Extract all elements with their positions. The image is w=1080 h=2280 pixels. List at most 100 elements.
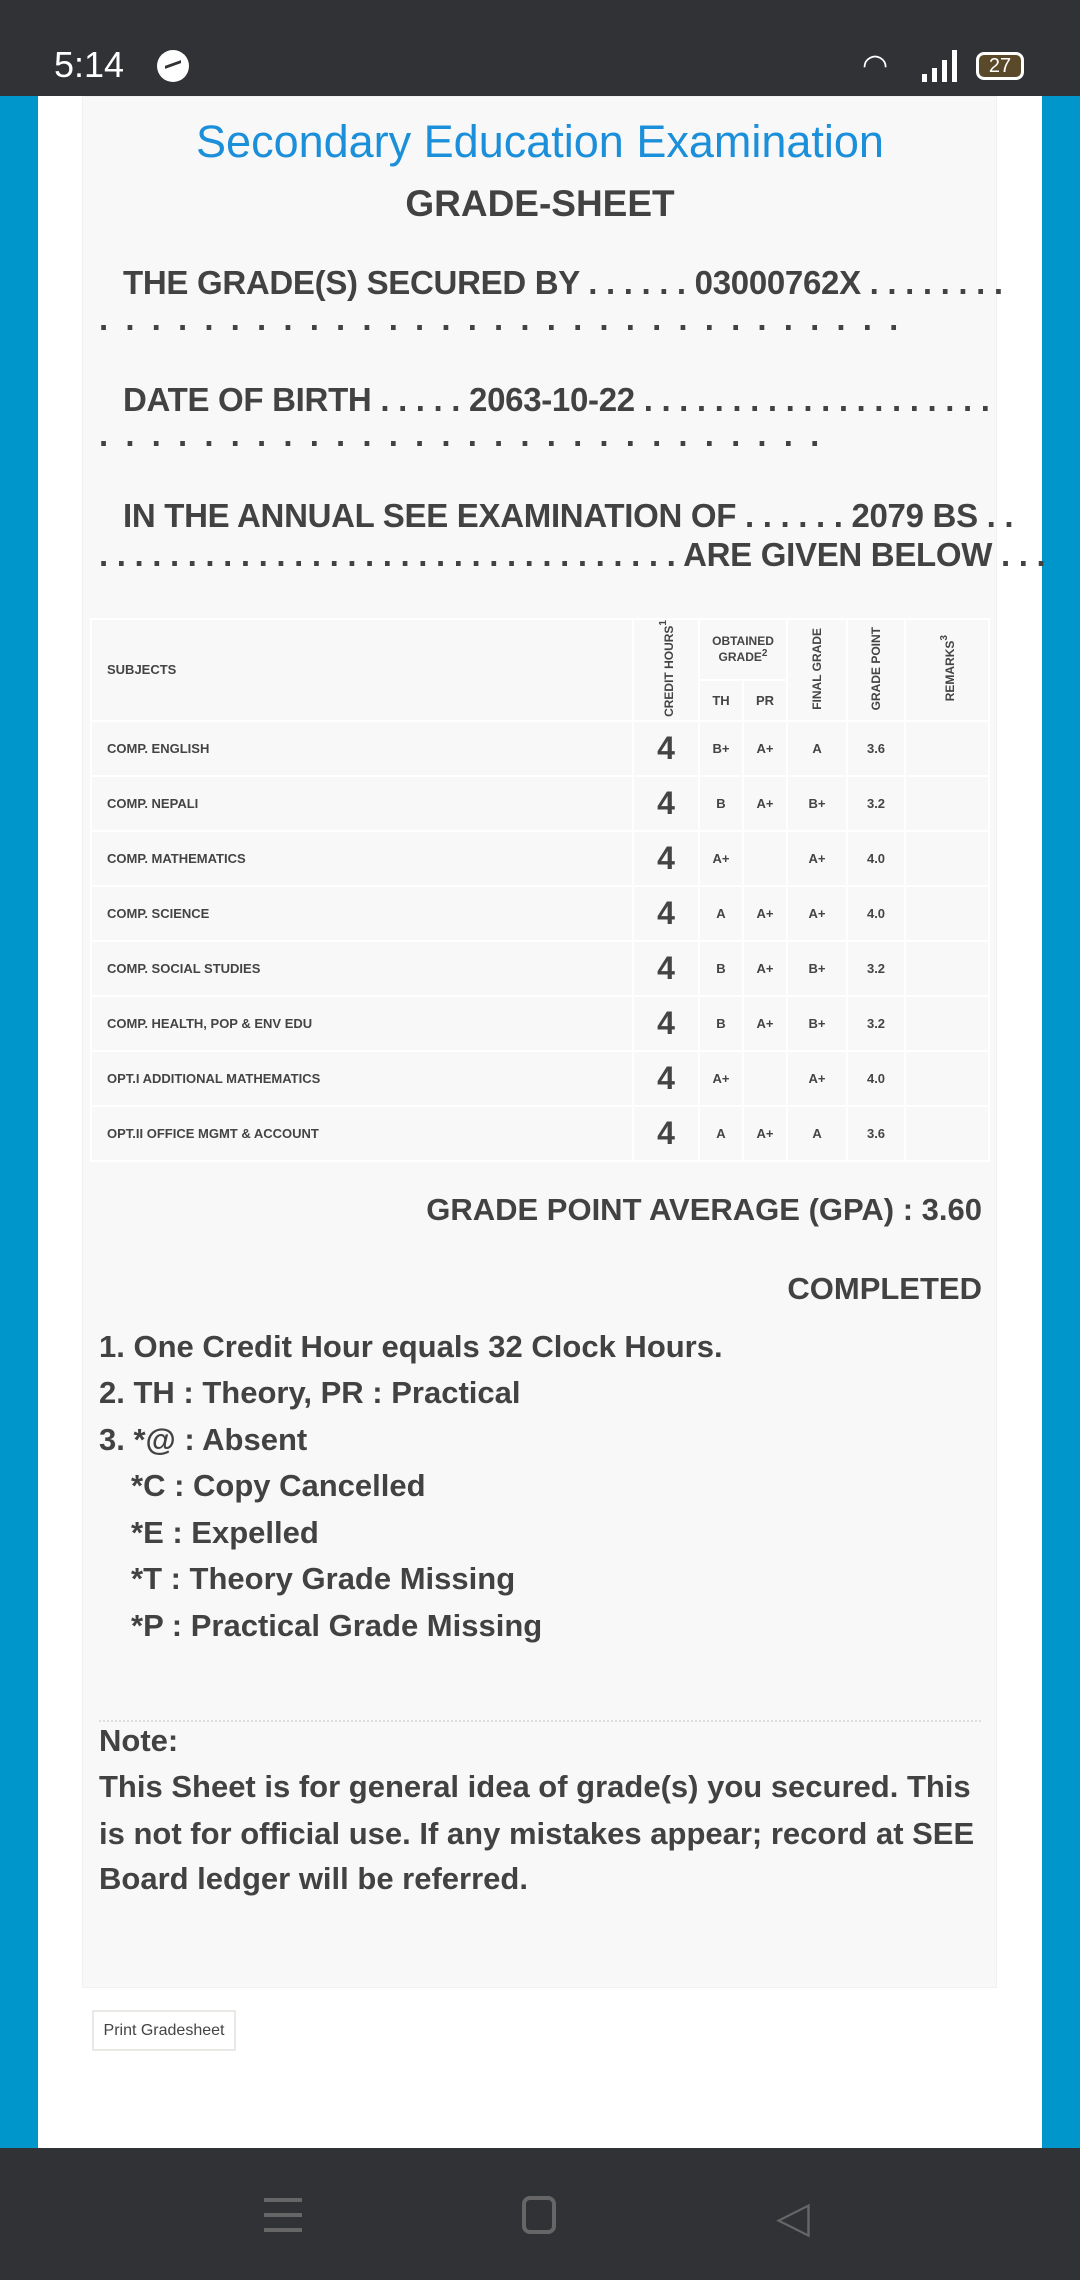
final-grade-cell: A+ [786,1049,849,1107]
header-th: TH [698,678,744,722]
grade-point-cell: 4.0 [846,829,907,887]
header-remarks: REMARKS3 [904,618,991,722]
table-row: COMP. ENGLISH 4 B+ A+ A 3.6 [90,719,991,777]
grade-point-cell: 3.2 [846,994,907,1052]
home-button[interactable] [522,2196,556,2234]
final-grade-cell: B+ [786,939,849,997]
credit-cell: 4 [632,1049,700,1107]
pr-grade-cell: A+ [741,939,789,997]
th-grade-cell: B [698,774,744,832]
remarks-cell [904,774,991,832]
pr-grade-cell: A+ [741,774,789,832]
messenger-icon [157,50,189,82]
grade-point-cell: 3.2 [846,939,907,997]
header-pr: PR [741,678,789,722]
header-grade-point: GRADE POINT [846,618,907,722]
subject-cell: COMP. SOCIAL STUDIES [90,939,634,997]
th-grade-cell: B [698,939,744,997]
subject-cell: OPT.I ADDITIONAL MATHEMATICS [90,1049,634,1107]
note-text: is not for official use. If any mistakes… [99,1816,975,1851]
result-status: COMPLETED [787,1271,982,1306]
subject-cell: OPT.II OFFICE MGMT & ACCOUNT [90,1104,634,1162]
grade-point-cell: 4.0 [846,884,907,942]
final-grade-cell: B+ [786,994,849,1052]
wifi-icon: ◠ [862,49,889,82]
secured-by-line: THE GRADE(S) SECURED BY . . . . . . 0300… [123,264,1003,301]
grade-point-cell: 3.6 [846,1104,907,1162]
table-row: OPT.II OFFICE MGMT & ACCOUNT 4 A A+ A 3.6 [90,1104,991,1162]
grade-point-cell: 3.6 [846,719,907,777]
dotted-line: . . . . . . . . . . . . . . . . . . . . … [99,300,899,337]
divider [99,1720,981,1722]
recent-apps-button[interactable] [264,2198,302,2232]
remarks-cell [904,884,991,942]
dob-value: 2063-10-22 [469,381,635,418]
subject-cell: COMP. MATHEMATICS [90,829,634,887]
remarks-cell [904,719,991,777]
final-grade-cell: A [786,719,849,777]
symbol-number: 03000762X [694,264,861,301]
navigation-bar: ◁ [0,2148,1080,2280]
remarks-cell [904,1049,991,1107]
th-grade-cell: A [698,884,744,942]
th-grade-cell: B+ [698,719,744,777]
page-subtitle: GRADE-SHEET [405,183,675,224]
footnote: *P : Practical Grade Missing [131,1608,543,1643]
header-obtained-grade: OBTAINED GRADE2 [697,618,789,681]
pr-grade-cell: A+ [741,1104,789,1162]
remarks-cell [904,1104,991,1162]
credit-cell: 4 [632,1104,700,1162]
header-subjects: SUBJECTS [90,618,634,722]
back-button[interactable]: ◁ [776,2193,810,2242]
subject-cell: COMP. SCIENCE [90,884,634,942]
status-bar: 5:14 ◠ 27 [0,0,1080,96]
footnote: *E : Expelled [131,1515,319,1550]
note-text: Board ledger will be referred. [99,1861,528,1896]
signal-icon [922,50,958,82]
credit-cell: 4 [632,829,700,887]
subject-cell: COMP. NEPALI [90,774,634,832]
dob-line: DATE OF BIRTH . . . . . 2063-10-22 . . .… [123,381,990,418]
header-credit-hours: CREDIT HOURS1 [632,618,700,722]
grades-table: SUBJECTS CREDIT HOURS1 OBTAINED GRADE2 F… [90,618,991,1162]
final-grade-cell: B+ [786,774,849,832]
footnote: *C : Copy Cancelled [131,1468,426,1503]
pr-grade-cell [741,1049,789,1107]
gpa: GRADE POINT AVERAGE (GPA) : 3.60 [426,1192,982,1227]
remarks-cell [904,939,991,997]
footnote: 1. One Credit Hour equals 32 Clock Hours… [99,1329,723,1364]
table-row: OPT.I ADDITIONAL MATHEMATICS 4 A+ A+ 4.0 [90,1049,991,1107]
table-row: COMP. HEALTH, POP & ENV EDU 4 B A+ B+ 3.2 [90,994,991,1052]
exam-year: 2079 BS [851,497,978,534]
remarks-cell [904,994,991,1052]
footnote: 3. *@ : Absent [99,1422,308,1457]
pr-grade-cell: A+ [741,719,789,777]
credit-cell: 4 [632,719,700,777]
final-grade-cell: A [786,1104,849,1162]
credit-cell: 4 [632,884,700,942]
footnote: *T : Theory Grade Missing [131,1561,516,1596]
table-row: COMP. NEPALI 4 B A+ B+ 3.2 [90,774,991,832]
footnote: 2. TH : Theory, PR : Practical [99,1375,521,1410]
pr-grade-cell [741,829,789,887]
th-grade-cell: A+ [698,1049,744,1107]
final-grade-cell: A+ [786,829,849,887]
subject-cell: COMP. ENGLISH [90,719,634,777]
exam-line: IN THE ANNUAL SEE EXAMINATION OF . . . .… [123,497,1014,534]
th-grade-cell: B [698,994,744,1052]
print-gradesheet-button[interactable]: Print Gradesheet [92,2010,236,2051]
page-title: Secondary Education Examination [196,116,884,167]
note-heading: Note: [99,1723,179,1758]
subject-cell: COMP. HEALTH, POP & ENV EDU [90,994,634,1052]
grade-point-cell: 4.0 [846,1049,907,1107]
dotted-line: . . . . . . . . . . . . . . . . . . . . … [99,416,829,453]
remarks-cell [904,829,991,887]
header-final-grade: FINAL GRADE [786,618,849,722]
final-grade-cell: A+ [786,884,849,942]
table-row: COMP. SOCIAL STUDIES 4 B A+ B+ 3.2 [90,939,991,997]
battery-icon: 27 [976,52,1024,80]
th-grade-cell: A [698,1104,744,1162]
credit-cell: 4 [632,939,700,997]
table-row: COMP. SCIENCE 4 A A+ A+ 4.0 [90,884,991,942]
th-grade-cell: A+ [698,829,744,887]
